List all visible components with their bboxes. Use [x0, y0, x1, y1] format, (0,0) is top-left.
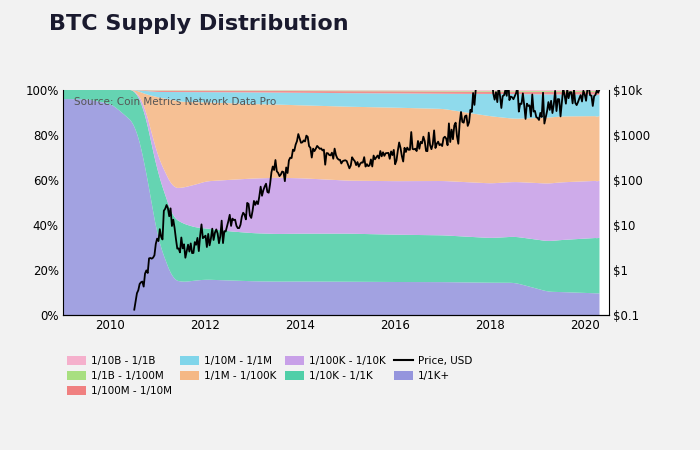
Text: BTC Supply Distribution: BTC Supply Distribution	[49, 14, 349, 33]
Text: Source: Coin Metrics Network Data Pro: Source: Coin Metrics Network Data Pro	[74, 97, 276, 107]
Legend: 1/10B - 1/1B, 1/1B - 1/100M, 1/100M - 1/10M, 1/10M - 1/1M, 1/1M - 1/100K, 1/100K: 1/10B - 1/1B, 1/1B - 1/100M, 1/100M - 1/…	[63, 352, 477, 400]
